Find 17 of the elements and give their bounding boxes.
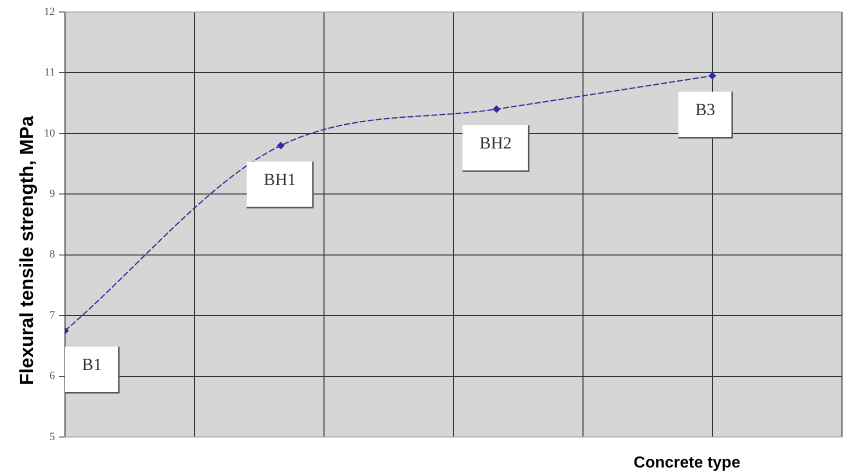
point: [277, 142, 284, 150]
y-tick-label: 6: [50, 370, 56, 382]
annotation: B3: [695, 100, 716, 120]
y-axis-title: Flexural tensile strength, MPa: [17, 115, 38, 386]
y-tick-label: 11: [44, 66, 55, 79]
annotation: BH2: [480, 134, 512, 153]
point: [492, 106, 500, 113]
y-tick-label: 12: [44, 6, 55, 18]
y-tick-label: 9: [50, 188, 56, 200]
x-axis-title: Concrete type: [634, 454, 740, 472]
y-tick-label: 10: [44, 127, 56, 140]
annotation: BH1: [264, 170, 296, 190]
y-tick-label: 8: [50, 248, 56, 261]
y-tick-label: 5: [50, 430, 56, 443]
point: [708, 72, 716, 80]
y-tick-label: 7: [50, 309, 56, 322]
annotation: B1: [82, 355, 102, 374]
